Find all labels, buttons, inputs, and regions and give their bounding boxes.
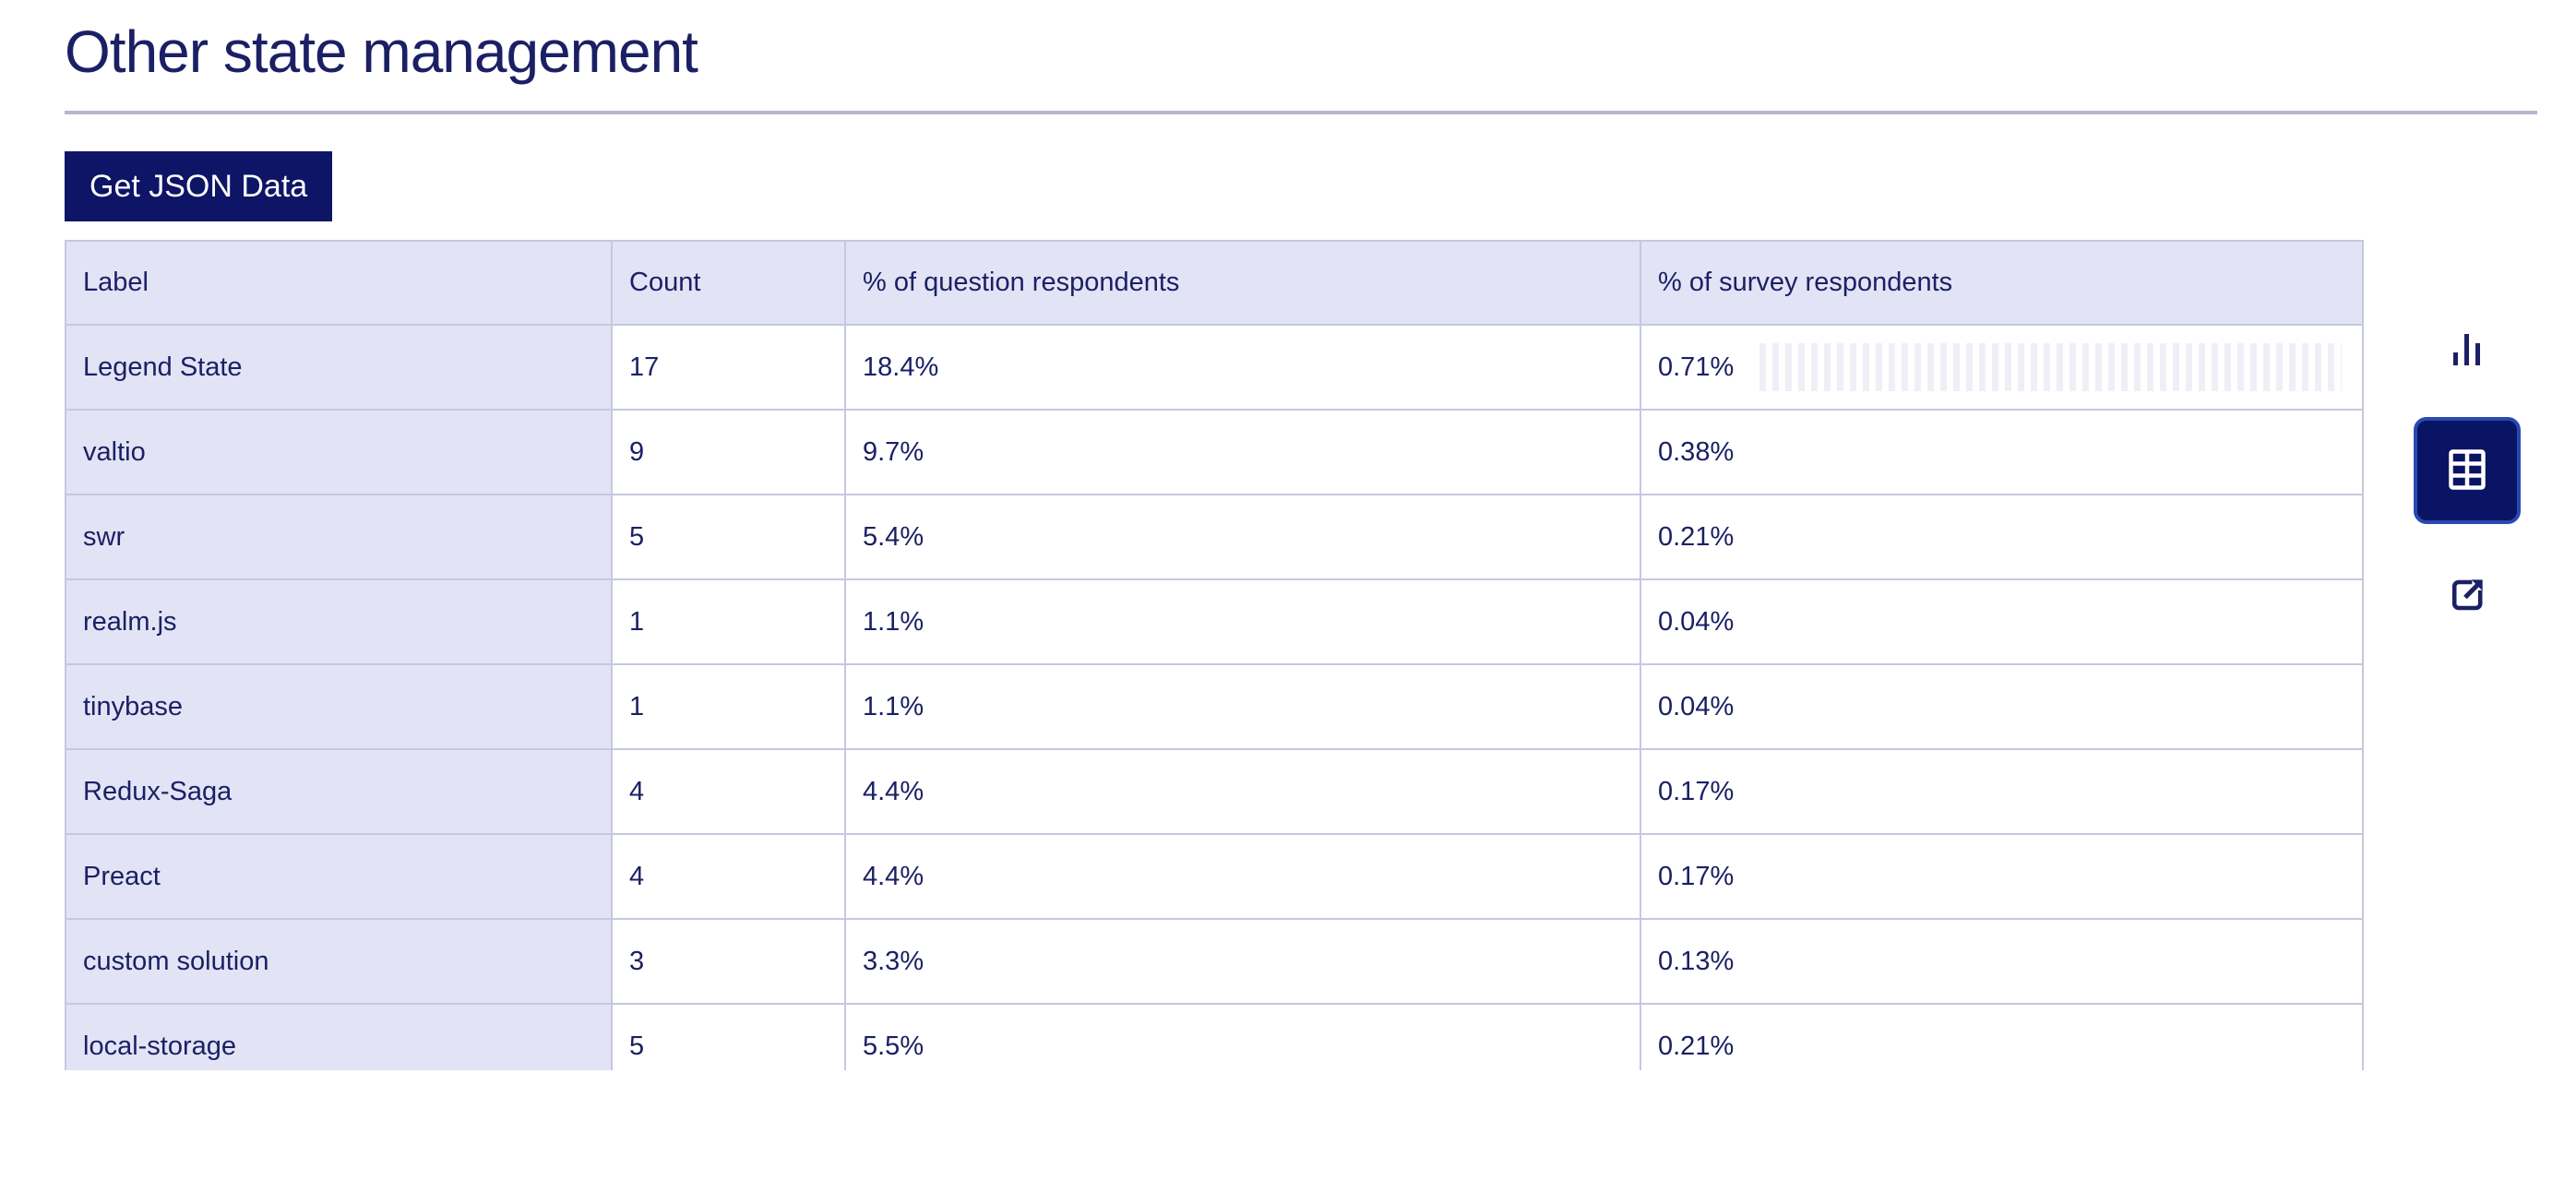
table-row: local-storage 5 5.5% 0.21%: [65, 1003, 2364, 1070]
survey-pct-cell: 0.04%: [1640, 663, 2364, 750]
question-pct-cell: 4.4%: [844, 748, 1641, 835]
question-pct-cell: 5.4%: [844, 494, 1641, 580]
table-row: swr 5 5.4% 0.21%: [65, 494, 2364, 580]
table-row: realm.js 1 1.1% 0.04%: [65, 578, 2364, 665]
table-row: Redux-Saga 4 4.4% 0.17%: [65, 748, 2364, 835]
table-body: Legend State 17 18.4% 0.71% valtio 9 9.7…: [65, 324, 2364, 1070]
chart-view-button[interactable]: [2451, 332, 2483, 369]
table-view-button[interactable]: [2414, 417, 2521, 524]
survey-pct-cell: 0.38%: [1640, 409, 2364, 495]
survey-question-page: Other state management Get JSON Data Lab…: [0, 15, 2576, 1070]
survey-pct-cell: 0.21%: [1640, 1003, 2364, 1070]
label-cell: tinybase: [65, 663, 613, 750]
table-viewport: Label Count % of question respondents % …: [65, 240, 2364, 1070]
survey-pct-cell: 0.13%: [1640, 918, 2364, 1005]
label-cell: Preact: [65, 833, 613, 920]
question-pct-cell: 18.4%: [844, 324, 1641, 411]
count-cell: 3: [611, 918, 846, 1005]
table-icon: [2449, 448, 2486, 493]
label-cell: realm.js: [65, 578, 613, 665]
results-content: Label Count % of question respondents % …: [65, 240, 2537, 1070]
count-cell: 5: [611, 494, 846, 580]
column-header-survey-pct: % of survey respondents: [1640, 240, 2364, 326]
count-cell: 4: [611, 833, 846, 920]
survey-pct-cell: 0.17%: [1640, 833, 2364, 920]
label-cell: custom solution: [65, 918, 613, 1005]
question-pct-cell: 3.3%: [844, 918, 1641, 1005]
table-row: Legend State 17 18.4% 0.71%: [65, 324, 2364, 411]
label-cell: local-storage: [65, 1003, 613, 1070]
survey-pct-cell: 0.04%: [1640, 578, 2364, 665]
faded-bar-pattern: [1759, 343, 2342, 391]
table-row: valtio 9 9.7% 0.38%: [65, 409, 2364, 495]
question-pct-cell: 1.1%: [844, 578, 1641, 665]
table-row: Preact 4 4.4% 0.17%: [65, 833, 2364, 920]
view-switcher-rail: [2414, 240, 2521, 619]
label-cell: Redux-Saga: [65, 748, 613, 835]
label-cell: swr: [65, 494, 613, 580]
export-link-button[interactable]: [2446, 574, 2488, 619]
count-cell: 1: [611, 663, 846, 750]
count-cell: 5: [611, 1003, 846, 1070]
survey-pct-cell: 0.21%: [1640, 494, 2364, 580]
column-header-count: Count: [611, 240, 846, 326]
table-row: tinybase 1 1.1% 0.04%: [65, 663, 2364, 750]
count-cell: 4: [611, 748, 846, 835]
question-pct-cell: 1.1%: [844, 663, 1641, 750]
table-row: custom solution 3 3.3% 0.13%: [65, 918, 2364, 1005]
get-json-data-button[interactable]: Get JSON Data: [65, 151, 333, 221]
title-divider: [65, 111, 2537, 114]
survey-pct-cell: 0.71%: [1640, 324, 2364, 411]
count-cell: 17: [611, 324, 846, 411]
external-link-icon: [2446, 574, 2488, 619]
question-pct-cell: 5.5%: [844, 1003, 1641, 1070]
question-pct-cell: 4.4%: [844, 833, 1641, 920]
column-header-question-pct: % of question respondents: [844, 240, 1641, 326]
table-header-row: Label Count % of question respondents % …: [65, 240, 2364, 326]
label-cell: Legend State: [65, 324, 613, 411]
page-title: Other state management: [65, 18, 698, 85]
column-header-label: Label: [65, 240, 613, 326]
bar-chart-icon: [2451, 332, 2483, 369]
results-table: Label Count % of question respondents % …: [65, 240, 2364, 1070]
survey-pct-cell: 0.17%: [1640, 748, 2364, 835]
count-cell: 1: [611, 578, 846, 665]
question-pct-cell: 9.7%: [844, 409, 1641, 495]
label-cell: valtio: [65, 409, 613, 495]
count-cell: 9: [611, 409, 846, 495]
